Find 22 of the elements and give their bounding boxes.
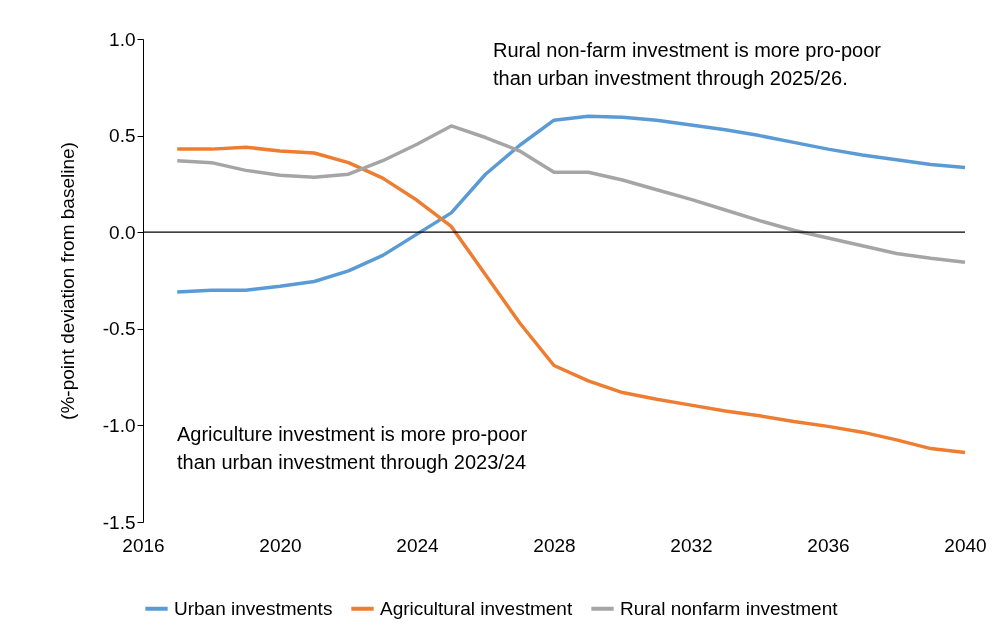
y-tick-label: -1.0 bbox=[102, 414, 136, 436]
x-tick-label: 2024 bbox=[396, 534, 440, 556]
legend-label: Rural nonfarm investment bbox=[620, 597, 839, 619]
annotation: Rural non-farm investment is more pro-poor than urban investment through 2025/26. bbox=[493, 39, 882, 89]
x-tick-label: 2020 bbox=[259, 534, 302, 556]
legend-label: Agricultural investment bbox=[380, 597, 573, 619]
line-series bbox=[175, 124, 967, 264]
annotation: Agriculture investment is more pro-poor than urban investment through 2023/24 bbox=[177, 423, 528, 473]
y-tick-label: -0.5 bbox=[102, 318, 136, 340]
y-tick-label: 1.0 bbox=[109, 28, 136, 50]
x-tick-label: 2036 bbox=[807, 534, 850, 556]
x-tick-label: 2040 bbox=[944, 534, 987, 556]
y-axis-title: (%-point deviation from baseline) bbox=[56, 142, 78, 420]
legend-label: Urban investments bbox=[174, 597, 333, 619]
x-tick-label: 2028 bbox=[533, 534, 576, 556]
line-series bbox=[175, 114, 967, 294]
y-tick-label: 0.5 bbox=[109, 125, 136, 147]
line-series bbox=[175, 145, 967, 455]
y-tick-label: -1.5 bbox=[102, 511, 136, 533]
x-tick-label: 2032 bbox=[670, 534, 713, 556]
y-tick-label: 0.0 bbox=[109, 221, 136, 243]
x-tick-label: 2016 bbox=[122, 534, 165, 556]
